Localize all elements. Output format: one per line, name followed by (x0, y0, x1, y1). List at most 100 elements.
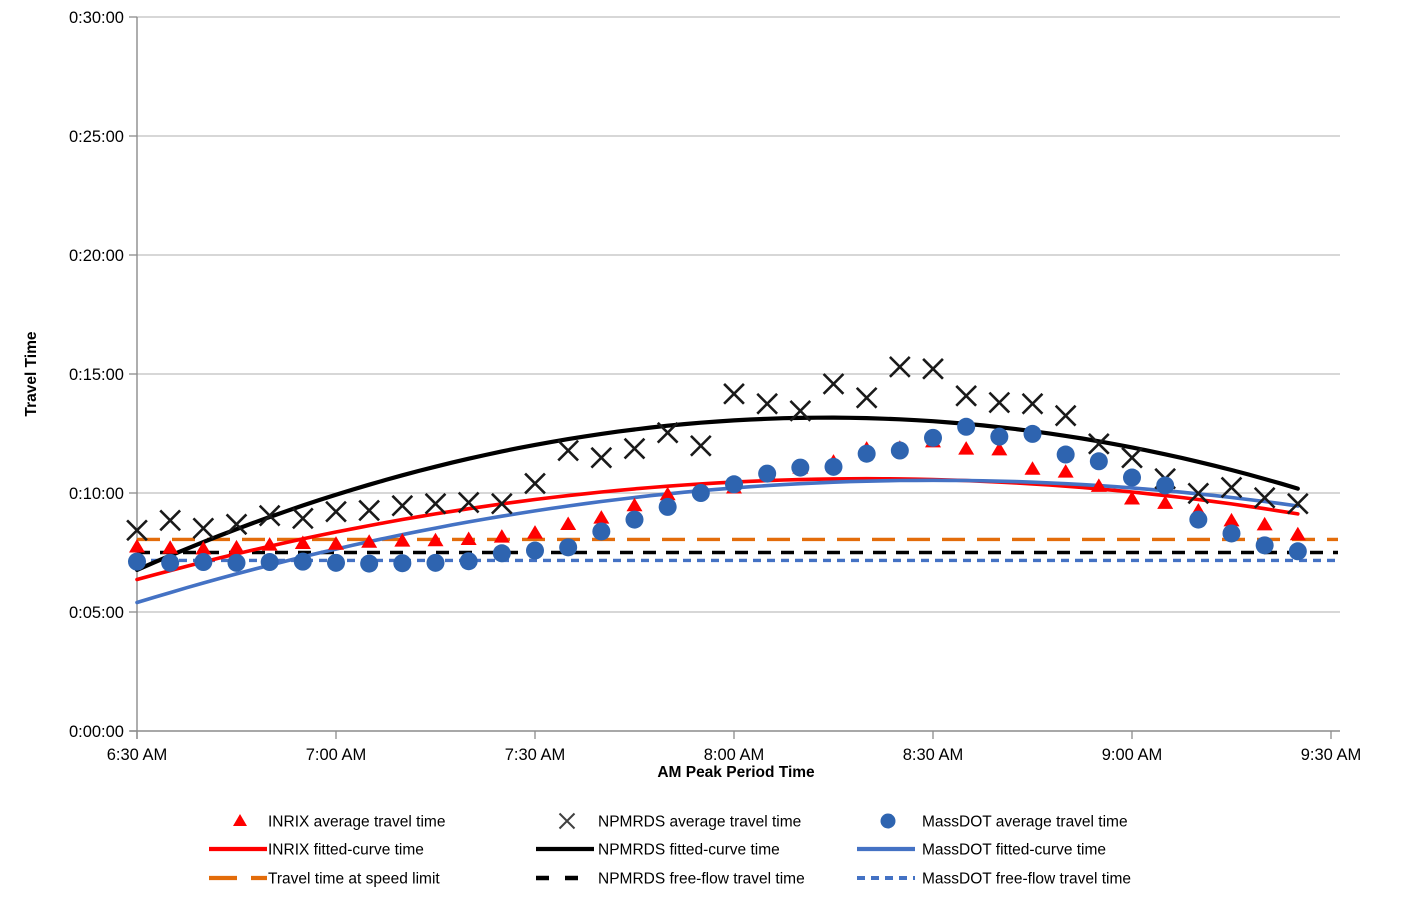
data-point-circle (459, 552, 478, 571)
legend-entry: MassDOT free-flow travel time (857, 871, 1131, 888)
data-point-triangle (1090, 478, 1107, 492)
data-point-x (1286, 492, 1309, 515)
data-point-triangle (294, 535, 311, 549)
data-point-x (1187, 482, 1210, 505)
data-point-circle (1189, 510, 1208, 529)
data-point-triangle (1157, 495, 1174, 509)
data-point-triangle (129, 539, 145, 553)
fitted-curve (135, 478, 1300, 605)
legend-entry: NPMRDS free-flow travel time (536, 871, 805, 888)
data-point-x (490, 492, 513, 515)
y-tick-label: 0:00:00 (69, 723, 124, 741)
data-point-x (756, 392, 779, 415)
data-point-circle (924, 428, 942, 447)
data-point-circle (128, 552, 146, 571)
data-point-circle (1123, 468, 1141, 487)
legend-label: INRIX fitted-curve time (268, 842, 424, 859)
massdot-average-travel-time (128, 417, 1307, 573)
reference-lines (137, 537, 1338, 563)
data-point-triangle (958, 441, 975, 455)
data-point-x (291, 507, 314, 530)
data-point-triangle (1124, 491, 1140, 505)
data-point-circle (327, 553, 345, 572)
legend-entry: MassDOT average travel time (880, 813, 1128, 831)
data-point-triangle (626, 497, 643, 512)
data-point-circle (625, 510, 644, 529)
data-point-triangle (195, 541, 212, 555)
data-point-circle (293, 552, 312, 571)
data-point-x (1121, 446, 1143, 469)
data-point-x (424, 492, 447, 515)
x-tick-label: 6:30 AM (107, 746, 168, 764)
data-point-triangle (361, 534, 378, 548)
data-point-triangle (1289, 526, 1306, 541)
data-point-x (159, 509, 182, 532)
data-point-x (1220, 476, 1243, 499)
legend-entry: MassDOT fitted-curve time (857, 842, 1106, 859)
data-point-circle (857, 444, 876, 463)
legend-entry: Travel time at speed limit (209, 871, 440, 888)
data-point-circle (426, 553, 445, 572)
data-point-triangle (1223, 512, 1240, 527)
data-point-x (457, 491, 480, 514)
tick-labels: 0:00:00 0:05:00 0:10:00 0:15:00 0:20:00 0:25:… (69, 9, 1361, 764)
y-tick-label: 0:15:00 (69, 366, 124, 384)
data-point-x (789, 400, 812, 422)
data-point-circle (691, 484, 710, 502)
data-point-triangle (228, 539, 245, 554)
data-point-circle (1023, 424, 1042, 443)
data-point-triangle (261, 537, 278, 551)
legend-entry: INRIX fitted-curve time (209, 842, 424, 859)
legend-label: NPMRDS free-flow travel time (598, 871, 805, 888)
x-tick-label: 8:30 AM (903, 746, 964, 764)
y-tick-label: 0:25:00 (69, 128, 124, 146)
data-point-x (888, 356, 911, 378)
data-point-circle (592, 522, 611, 541)
gridlines (137, 16, 1340, 613)
data-point-circle (1288, 542, 1307, 561)
x-tick-label: 9:00 AM (1102, 746, 1163, 764)
x-tick-label: 8:00 AM (704, 746, 765, 764)
x-tick-label: 7:30 AM (505, 746, 566, 764)
data-point-x (1087, 432, 1110, 455)
legend-circle-icon (880, 813, 896, 829)
data-point-x (258, 504, 281, 527)
inrix-average-travel-time (129, 433, 1306, 555)
data-point-x (855, 386, 878, 409)
x-tick-label: 7:00 AM (306, 746, 367, 764)
data-point-triangle (162, 540, 179, 554)
data-point-circle (393, 554, 412, 573)
data-point-x (955, 384, 978, 407)
data-point-x (192, 517, 215, 540)
data-point-triangle (394, 533, 411, 547)
data-point-x (557, 439, 580, 462)
data-point-triangle (593, 510, 610, 524)
data-point-x (1253, 486, 1276, 509)
fitted-curve (134, 415, 1300, 573)
data-point-triangle (460, 531, 477, 546)
data-point-circle (890, 441, 909, 460)
legend-label: NPMRDS fitted-curve time (598, 842, 780, 859)
data-point-x (590, 446, 613, 469)
data-point-circle (824, 457, 843, 476)
data-point-triangle (560, 516, 577, 530)
legend-label: Travel time at speed limit (268, 871, 440, 888)
data-point-triangle (328, 536, 344, 550)
data-point-x (325, 500, 347, 523)
data-point-circle (957, 417, 976, 436)
x-tick-label: 9:30 AM (1301, 746, 1362, 764)
data-point-x (225, 513, 248, 536)
data-point-x (126, 519, 148, 542)
data-point-circle (758, 464, 777, 483)
legend-label: INRIX average travel time (268, 814, 445, 831)
data-point-circle (161, 553, 180, 572)
data-point-circle (1056, 445, 1075, 464)
y-tick-label: 0:10:00 (69, 485, 124, 503)
data-point-circle (492, 544, 511, 563)
data-point-circle (1222, 524, 1241, 543)
axes (129, 16, 1340, 739)
data-point-x (822, 373, 845, 395)
data-point-circle (791, 458, 810, 477)
